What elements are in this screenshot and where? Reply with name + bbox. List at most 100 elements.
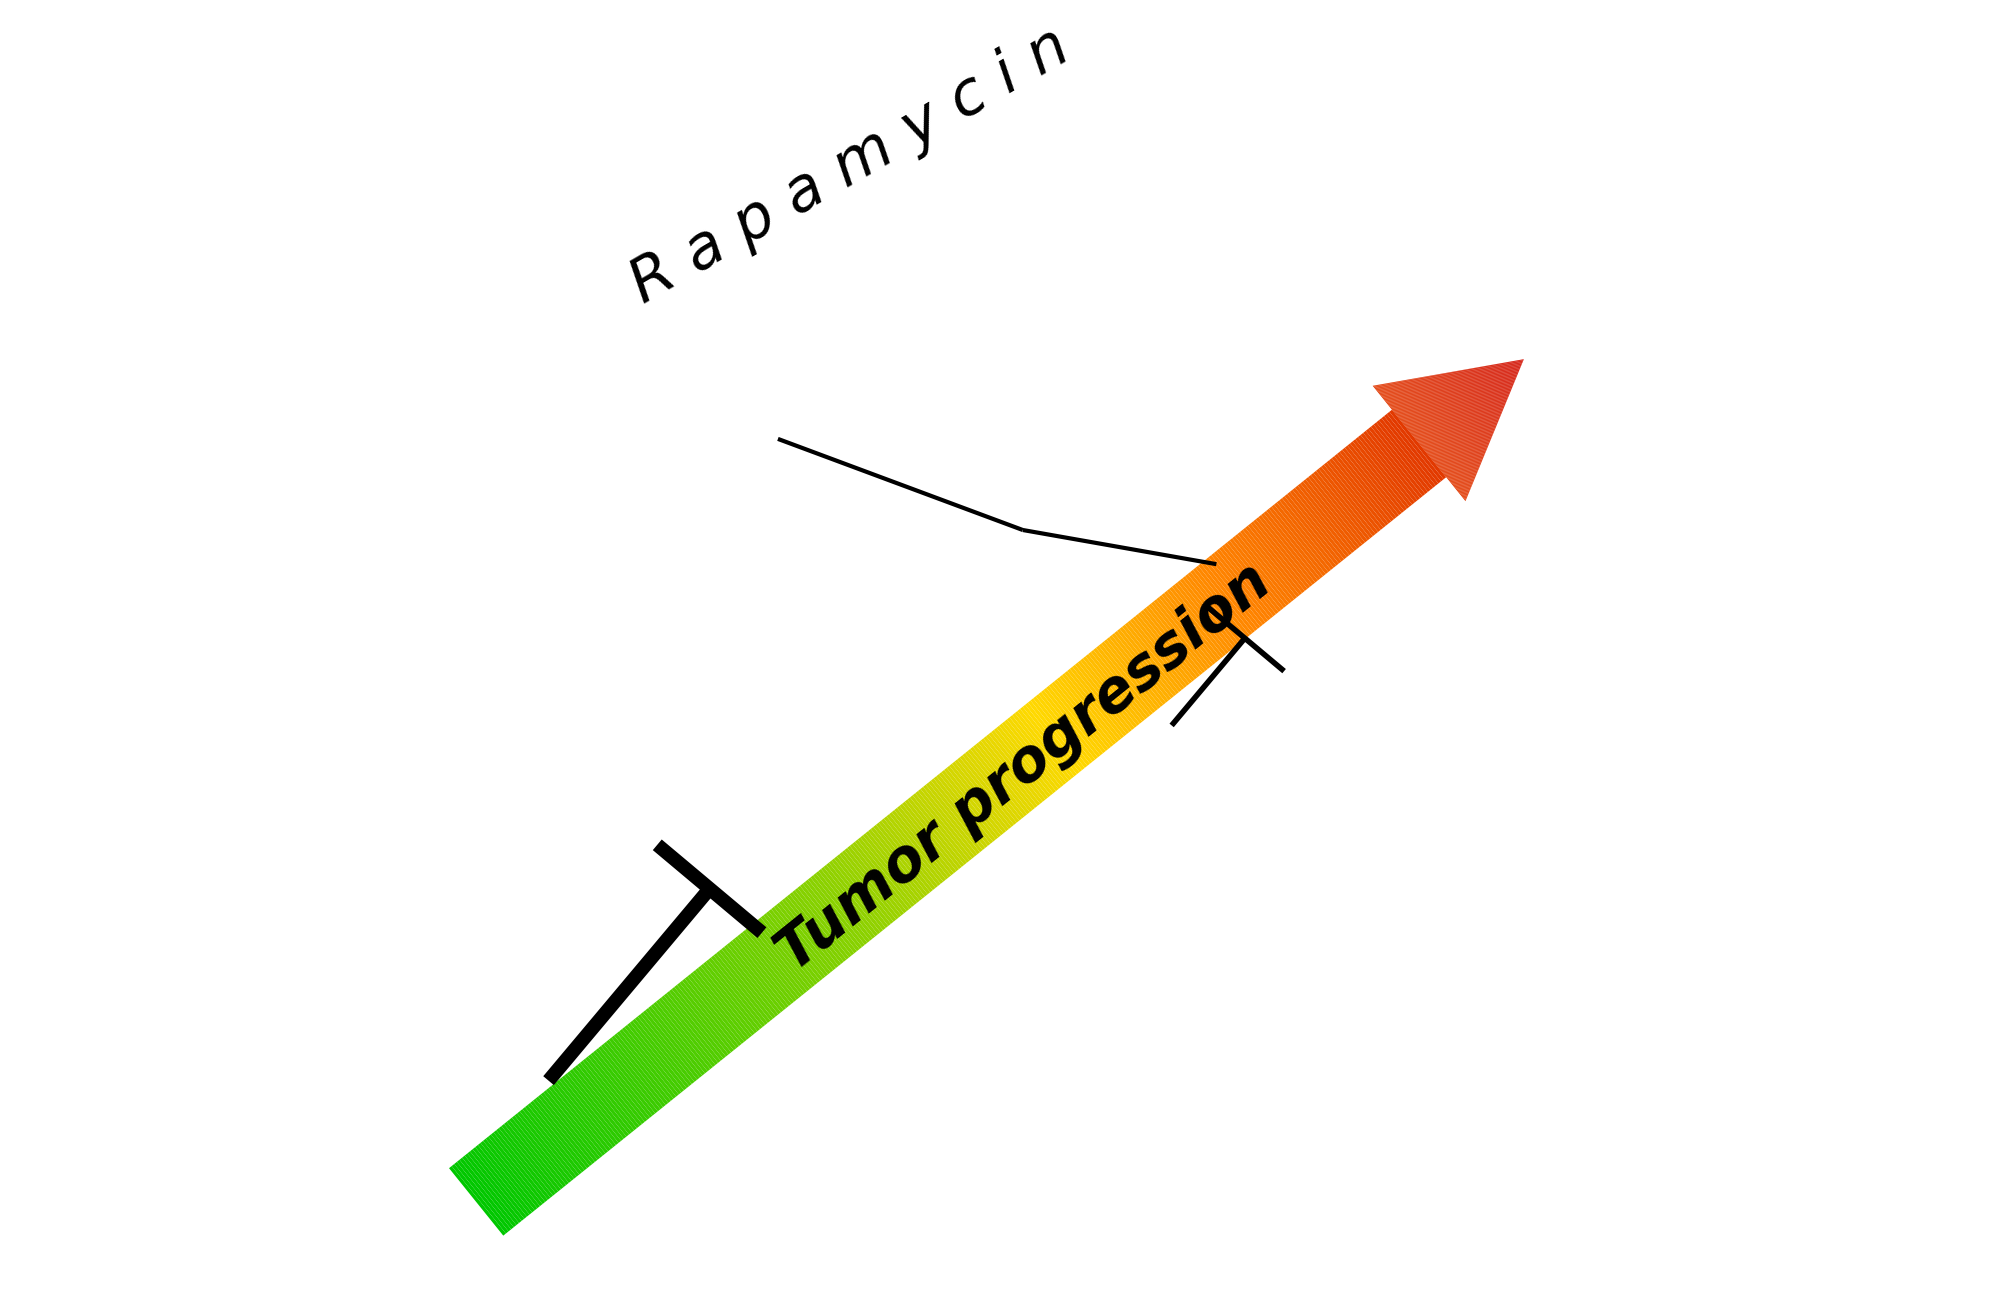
Polygon shape [1138,612,1194,681]
Polygon shape [1516,361,1522,367]
Polygon shape [1386,383,1470,489]
Polygon shape [1430,376,1488,449]
Polygon shape [1418,378,1482,459]
Polygon shape [1418,378,1484,459]
Polygon shape [1000,724,1056,793]
Polygon shape [1500,363,1516,381]
Polygon shape [798,886,854,956]
Polygon shape [1382,416,1438,486]
Polygon shape [1188,572,1244,641]
Polygon shape [1266,508,1324,578]
Polygon shape [782,899,838,968]
Polygon shape [1374,423,1430,491]
Polygon shape [1376,385,1468,498]
Polygon shape [590,1053,648,1122]
Polygon shape [892,809,948,879]
Polygon shape [734,936,792,1006]
Polygon shape [1014,711,1072,781]
Polygon shape [1490,365,1512,392]
Polygon shape [828,861,886,930]
Polygon shape [1282,497,1338,565]
Polygon shape [1438,374,1492,440]
Polygon shape [766,912,822,980]
Polygon shape [1420,378,1484,456]
Polygon shape [1094,648,1150,718]
Polygon shape [1352,440,1410,508]
Polygon shape [1412,379,1482,464]
Polygon shape [1348,443,1404,513]
Polygon shape [1448,372,1496,431]
Polygon shape [1504,362,1516,378]
Polygon shape [1520,359,1522,363]
Polygon shape [1386,412,1444,481]
Polygon shape [688,975,744,1043]
Polygon shape [1464,370,1502,415]
Polygon shape [1358,434,1414,504]
Polygon shape [856,839,912,909]
Polygon shape [598,1046,656,1116]
Polygon shape [1040,690,1098,759]
Polygon shape [616,1032,674,1100]
Polygon shape [1406,380,1480,469]
Polygon shape [1510,361,1520,371]
Polygon shape [1380,384,1468,494]
Polygon shape [1518,359,1522,365]
Polygon shape [1484,366,1508,397]
Polygon shape [952,762,1008,831]
Polygon shape [1430,375,1488,447]
Polygon shape [1446,372,1494,433]
Polygon shape [1314,471,1370,540]
Polygon shape [614,1033,670,1103]
Polygon shape [1504,362,1516,378]
Polygon shape [1036,694,1092,764]
Polygon shape [1476,367,1506,403]
Polygon shape [1124,622,1182,692]
Polygon shape [1310,473,1368,543]
Polygon shape [1216,548,1274,618]
Polygon shape [1326,460,1384,530]
Polygon shape [684,976,742,1046]
Polygon shape [968,749,1024,818]
Polygon shape [1448,372,1494,431]
Polygon shape [1220,547,1276,617]
Polygon shape [1254,520,1310,588]
Polygon shape [1506,362,1518,375]
Polygon shape [1480,367,1508,400]
Polygon shape [538,1094,594,1164]
Polygon shape [578,1063,634,1133]
Polygon shape [1258,515,1316,584]
Polygon shape [718,949,776,1019]
Polygon shape [1234,534,1292,604]
Polygon shape [1104,639,1160,709]
Polygon shape [1508,362,1518,374]
Polygon shape [1372,424,1428,494]
Polygon shape [450,1166,506,1236]
Polygon shape [1004,719,1062,789]
Polygon shape [1408,379,1480,467]
Polygon shape [1486,366,1510,394]
Polygon shape [996,725,1054,795]
Polygon shape [596,1049,652,1117]
Polygon shape [1384,384,1470,491]
Polygon shape [642,1010,700,1080]
Polygon shape [944,768,1000,838]
Polygon shape [1410,379,1480,465]
Polygon shape [1516,361,1522,366]
Polygon shape [824,865,880,935]
Polygon shape [1060,675,1116,745]
Polygon shape [1340,450,1396,520]
Polygon shape [1410,379,1480,465]
Polygon shape [1086,654,1142,724]
Polygon shape [716,952,774,1020]
Polygon shape [1316,469,1372,538]
Polygon shape [1456,371,1498,424]
Polygon shape [1308,475,1366,544]
Polygon shape [1426,376,1486,453]
Polygon shape [988,732,1046,802]
Polygon shape [622,1027,678,1096]
Polygon shape [714,953,770,1023]
Polygon shape [1186,574,1242,644]
Polygon shape [966,751,1022,821]
Polygon shape [1174,582,1232,652]
Polygon shape [1444,374,1494,434]
